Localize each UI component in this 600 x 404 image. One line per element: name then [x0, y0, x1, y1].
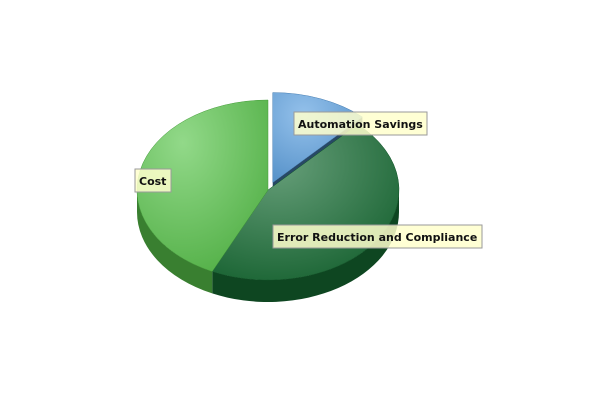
- pie-slice-side-cost: [137, 190, 213, 294]
- slice-label-text: Cost: [139, 175, 166, 188]
- slice-label-cost: Cost: [134, 168, 172, 193]
- slice-label-box: [134, 168, 172, 193]
- pie-labels-layer: Automation Savings Error Reduction and Co…: [134, 111, 483, 249]
- slice-label-automation-savings: Automation Savings: [293, 111, 428, 136]
- slice-label-box: [272, 224, 483, 249]
- slice-label-box: [293, 111, 428, 136]
- pie-slice-side-error-reduction-and-compliance: [212, 190, 399, 303]
- slice-label-text: Automation Savings: [298, 118, 423, 131]
- slice-label-error-reduction-and-compliance: Error Reduction and Compliance: [272, 224, 483, 249]
- slice-label-text: Error Reduction and Compliance: [277, 231, 477, 244]
